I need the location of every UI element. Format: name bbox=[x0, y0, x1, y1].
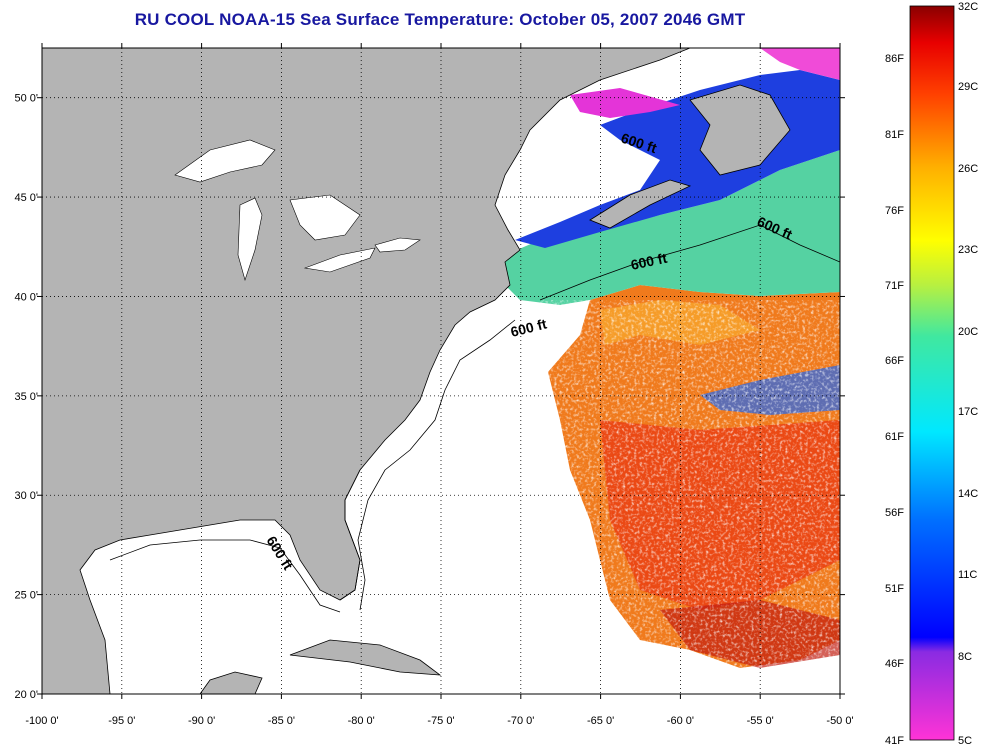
lat-tick-label: 45 0' bbox=[14, 192, 38, 204]
lon-tick-label: -100 0' bbox=[25, 715, 58, 727]
lat-tick-label: 30 0' bbox=[14, 490, 38, 502]
lon-tick-label: -65 0' bbox=[587, 715, 614, 727]
lon-tick-label: -85 0' bbox=[268, 715, 295, 727]
isobath-600ft-scotian bbox=[539, 224, 840, 301]
colorbar-celsius-label: 11C bbox=[958, 569, 977, 581]
sst-cold-magenta-labrador bbox=[760, 48, 840, 80]
colorbar-fahrenheit-label: 61F bbox=[885, 431, 904, 443]
isobath-600ft-atlantic bbox=[357, 319, 516, 611]
colorbar-celsius-label: 32C bbox=[958, 1, 978, 13]
nova-scotia-land bbox=[589, 179, 692, 229]
axis-ticks: -100 0' -95 0' -90 0' -85 0' -80 0' -75 0' -70… bbox=[14, 43, 854, 727]
colorbar-celsius-label: 5C bbox=[958, 735, 972, 747]
colorbar-fahrenheit-label: 56F bbox=[885, 507, 904, 519]
colorbar-fahrenheit-label: 51F bbox=[885, 583, 904, 595]
lat-tick-label: 25 0' bbox=[14, 590, 38, 602]
colorbar-gradient bbox=[909, 5, 955, 741]
isobath-600ft-gulf bbox=[109, 539, 341, 613]
sst-shelf-water bbox=[505, 150, 840, 305]
lon-tick-label: -60 0' bbox=[667, 715, 694, 727]
yucatan-land bbox=[199, 671, 263, 694]
lat-tick-label: 35 0' bbox=[14, 391, 38, 403]
colorbar-fahrenheit-label: 76F bbox=[885, 205, 904, 217]
lat-tick-label: 40 0' bbox=[14, 291, 38, 303]
lon-tick-label: -95 0' bbox=[108, 715, 135, 727]
lake-huron bbox=[289, 194, 361, 241]
colorbar-fahrenheit-label: 71F bbox=[885, 280, 904, 292]
cuba-land bbox=[289, 639, 442, 676]
lake-erie bbox=[303, 247, 376, 273]
lon-tick-label: -70 0' bbox=[507, 715, 534, 727]
colorbar-celsius-label: 23C bbox=[958, 244, 978, 256]
colorbar-celsius-label: 17C bbox=[958, 406, 978, 418]
florida-coast-outline bbox=[339, 469, 361, 601]
lon-tick-label: -75 0' bbox=[427, 715, 454, 727]
cloud-speckle-overlay bbox=[540, 300, 840, 680]
lon-tick-label: -90 0' bbox=[188, 715, 215, 727]
colorbar-celsius-label: 29C bbox=[958, 81, 978, 93]
colorbar-fahrenheit-label: 66F bbox=[885, 355, 904, 367]
colorbar-celsius-label: 14C bbox=[958, 488, 978, 500]
lake-michigan bbox=[237, 197, 263, 282]
colorbar-fahrenheit-label: 41F bbox=[885, 735, 904, 747]
lon-tick-label: -55 0' bbox=[747, 715, 774, 727]
lon-tick-label: -80 0' bbox=[348, 715, 375, 727]
colorbar-fahrenheit-label: 46F bbox=[885, 658, 904, 670]
map-title: RU COOL NOAA-15 Sea Surface Temperature:… bbox=[134, 10, 746, 29]
lon-tick-label: -50 0' bbox=[826, 715, 853, 727]
lake-ontario bbox=[374, 237, 421, 253]
sst-very-cold-water bbox=[570, 88, 680, 118]
colorbar-fahrenheit-label: 86F bbox=[885, 53, 904, 65]
lake-superior bbox=[174, 139, 276, 183]
colorbar-celsius-label: 26C bbox=[958, 163, 978, 175]
lat-tick-label: 20 0' bbox=[14, 689, 38, 701]
lat-tick-label: 50 0' bbox=[14, 93, 38, 105]
colorbar-fahrenheit-label: 81F bbox=[885, 129, 904, 141]
colorbar-celsius-label: 8C bbox=[958, 651, 972, 663]
colorbar-celsius-label: 20C bbox=[958, 326, 978, 338]
contour-label-georges-bank: 600 ft bbox=[629, 250, 668, 273]
